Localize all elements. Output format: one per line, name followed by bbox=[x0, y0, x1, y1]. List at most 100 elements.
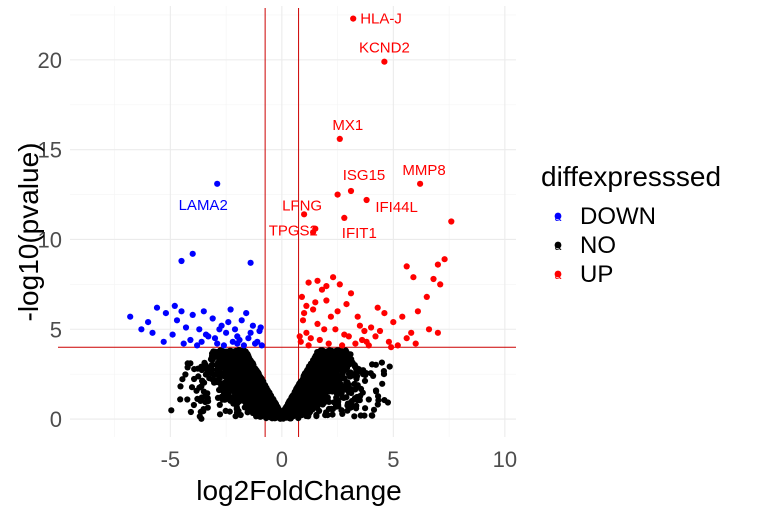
data-point-no bbox=[257, 389, 264, 396]
data-point-no bbox=[324, 348, 331, 355]
data-point-up bbox=[414, 308, 421, 315]
data-point-no bbox=[345, 381, 352, 388]
data-point-up bbox=[301, 211, 308, 218]
data-point-no bbox=[305, 373, 312, 381]
data-point-no bbox=[215, 378, 222, 385]
data-point-no bbox=[295, 415, 302, 422]
data-point-no bbox=[282, 407, 289, 414]
data-point-no bbox=[373, 388, 380, 395]
data-point-no bbox=[226, 408, 233, 415]
data-point-no bbox=[249, 394, 256, 401]
legend-title: diffexpresssed bbox=[541, 161, 721, 192]
data-point-no bbox=[209, 361, 216, 368]
y-tick-label: 10 bbox=[38, 227, 62, 252]
data-point-no bbox=[177, 383, 184, 390]
legend-key-point bbox=[554, 241, 562, 249]
data-point-no bbox=[227, 397, 234, 404]
data-point-up bbox=[381, 310, 388, 317]
data-point-no bbox=[302, 369, 310, 376]
data-point-no bbox=[328, 405, 335, 412]
data-point-no bbox=[307, 405, 314, 412]
data-point-no bbox=[227, 350, 234, 357]
data-point-up bbox=[336, 135, 343, 142]
data-point-no bbox=[242, 356, 249, 363]
data-point-up bbox=[303, 302, 310, 309]
data-point-no bbox=[235, 358, 243, 365]
data-point-no bbox=[223, 356, 230, 363]
data-point-no bbox=[197, 397, 204, 404]
legend-key-letter: a bbox=[555, 268, 562, 282]
data-point-no bbox=[338, 389, 345, 396]
data-point-no bbox=[264, 395, 271, 402]
data-point-no bbox=[202, 371, 209, 378]
data-point-no bbox=[329, 411, 336, 418]
data-point-no bbox=[190, 401, 197, 409]
data-point-up bbox=[374, 304, 381, 311]
data-point-up bbox=[390, 319, 397, 326]
data-point-no bbox=[337, 376, 344, 383]
data-point-no bbox=[187, 360, 194, 367]
data-point-up bbox=[330, 274, 337, 281]
legend-key-point bbox=[554, 212, 562, 220]
data-point-no bbox=[182, 371, 189, 378]
data-point-no bbox=[381, 397, 388, 404]
axes: -5 0 5 10 0 5 10 15 20 bbox=[38, 48, 518, 472]
data-point-no bbox=[198, 366, 205, 374]
data-point-no bbox=[361, 377, 369, 384]
data-point-up bbox=[408, 329, 415, 336]
data-point-no bbox=[225, 379, 232, 386]
data-point-no bbox=[308, 386, 315, 394]
legend-label: NO bbox=[580, 232, 616, 259]
data-point-no bbox=[295, 388, 302, 395]
data-point-no bbox=[349, 402, 356, 410]
threshold-lines bbox=[58, 8, 516, 437]
data-point-no bbox=[331, 369, 338, 376]
data-point-down bbox=[173, 317, 181, 324]
data-point-no bbox=[311, 391, 318, 398]
data-point-down bbox=[209, 315, 216, 322]
data-point-down bbox=[196, 326, 203, 333]
data-point-down bbox=[180, 340, 187, 347]
data-point-up bbox=[318, 286, 326, 293]
data-point-no bbox=[300, 374, 307, 381]
x-axis-title: log2FoldChange bbox=[196, 475, 402, 506]
data-point-no bbox=[244, 399, 251, 406]
data-point-up bbox=[310, 306, 317, 313]
data-point-no bbox=[295, 382, 302, 389]
data-point-up bbox=[352, 340, 359, 347]
data-point-down bbox=[202, 331, 210, 338]
data-point-no bbox=[325, 398, 333, 405]
data-point-down bbox=[198, 338, 205, 345]
data-point-no bbox=[319, 358, 326, 365]
data-point-down bbox=[257, 324, 264, 331]
data-point-no bbox=[237, 383, 245, 390]
data-point-down bbox=[249, 322, 256, 329]
data-point-no bbox=[301, 401, 309, 408]
data-point-up bbox=[299, 317, 307, 324]
data-point-no bbox=[202, 398, 209, 406]
data-point-up bbox=[325, 340, 332, 347]
data-point-down bbox=[187, 336, 194, 344]
data-point-up bbox=[441, 256, 448, 263]
data-point-no bbox=[286, 403, 294, 410]
data-point-no bbox=[354, 382, 361, 389]
data-point-down bbox=[171, 302, 178, 309]
data-point-up bbox=[363, 338, 370, 345]
data-point-no bbox=[323, 381, 331, 389]
data-point-up bbox=[376, 327, 384, 335]
data-point-down bbox=[216, 326, 223, 333]
data-point-up bbox=[423, 293, 430, 300]
data-point-no bbox=[305, 381, 312, 388]
data-point-no bbox=[191, 366, 198, 373]
data-point-up bbox=[399, 313, 406, 320]
data-point-up bbox=[321, 326, 328, 333]
gene-label: IFI44L bbox=[375, 199, 418, 216]
data-point-up bbox=[305, 342, 312, 349]
data-point-down bbox=[214, 340, 221, 347]
data-point-no bbox=[337, 381, 344, 388]
data-point-no bbox=[256, 374, 263, 382]
data-point-up bbox=[448, 218, 455, 225]
data-point-up bbox=[412, 340, 419, 347]
data-point-up bbox=[347, 187, 355, 195]
data-point-up bbox=[297, 338, 304, 345]
